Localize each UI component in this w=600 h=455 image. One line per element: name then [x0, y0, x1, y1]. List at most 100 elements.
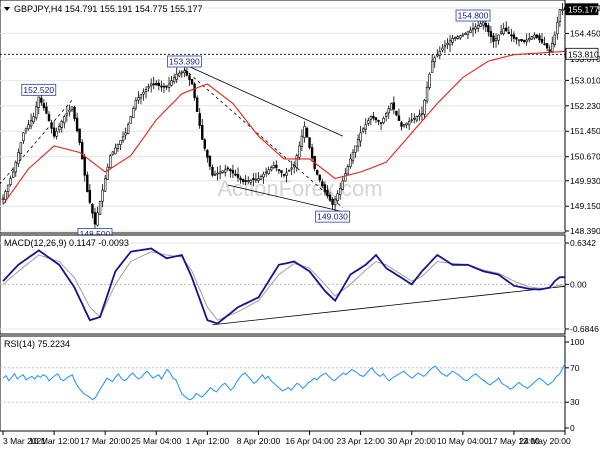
candle-body [155, 82, 158, 86]
time-axis-label: 3 Mar 2021 [3, 436, 46, 446]
candle-body [387, 108, 390, 114]
candle-body [218, 171, 222, 174]
candle-body [300, 135, 304, 147]
candle-body [287, 170, 291, 172]
candle-body [224, 169, 227, 173]
candle-body [60, 121, 63, 128]
candle-body [231, 170, 235, 174]
candle-body [533, 34, 536, 39]
candle-body [70, 106, 74, 111]
candle-body [487, 25, 490, 33]
candle-body [9, 178, 12, 185]
price-annotation-label: 148.500 [80, 229, 111, 239]
candle-body [418, 114, 421, 117]
candle-body [377, 119, 380, 122]
price-axis-label: 148.390 [570, 226, 600, 236]
candle-body [170, 80, 173, 86]
candle-body [423, 99, 426, 115]
candle-body [441, 47, 444, 51]
candle-body [4, 191, 7, 200]
rsi-axis-label: 30 [570, 397, 580, 407]
candle-body [405, 122, 408, 126]
candle-body [367, 120, 370, 124]
candle-body [185, 71, 189, 76]
candle-body [1, 197, 5, 201]
candle-body [318, 174, 321, 181]
candle-body [167, 83, 171, 88]
candle-body [98, 201, 102, 215]
time-axis-label: 10 Mar 12:00 [29, 436, 79, 446]
price-axis-label: 151.450 [570, 126, 600, 136]
candle-body [482, 21, 485, 26]
price-annotation-label: 149.030 [317, 212, 348, 222]
price-axis-label: 153.010 [570, 75, 600, 85]
rsi-axis-label: 70 [570, 363, 580, 373]
candle-body [216, 172, 219, 175]
candle-body [157, 82, 161, 86]
candle-body [430, 60, 434, 73]
time-axis-label: 30 Apr 20:00 [388, 436, 436, 446]
moving-average-path [2, 50, 566, 205]
candle-body [326, 189, 329, 197]
candle-body [124, 132, 127, 136]
candle-body [211, 166, 214, 176]
price-axis: 155.230154.450153.670153.010152.230151.4… [565, 3, 600, 236]
rsi-panel: RSI(14) 75.2234 100 70 30 0 [0, 335, 584, 433]
candle-body [535, 34, 539, 38]
price-annotation-box [166, 55, 202, 68]
candle-body [114, 147, 117, 155]
candle-body [372, 115, 375, 119]
candle-body [499, 31, 503, 34]
candle-body [101, 189, 104, 202]
candle-body [310, 147, 314, 159]
candle-body [323, 184, 327, 192]
candle-body [390, 103, 393, 111]
candle-body [264, 171, 268, 174]
support-line-label-box [565, 47, 599, 60]
candle-body [134, 99, 138, 109]
candle-body [361, 128, 365, 132]
price-axis-label: 152.230 [570, 101, 600, 111]
time-axis-label: 1 Apr 12:00 [186, 436, 230, 446]
candle-body [73, 107, 76, 120]
candle-body [257, 178, 260, 181]
candle-body [17, 152, 20, 164]
candle-body [86, 174, 89, 192]
candle-body [29, 120, 33, 127]
candle-body [410, 119, 413, 122]
candle-body [106, 166, 109, 180]
candle-body [285, 172, 288, 176]
time-axis-label: 25 Mar 04:00 [131, 436, 181, 446]
price-grid [0, 7, 565, 232]
current-price-label: 155.177 [568, 5, 599, 15]
candle-body [193, 83, 196, 99]
candle-body [121, 136, 125, 141]
candle-body [37, 96, 40, 108]
candle-body [178, 72, 181, 77]
macd-axis-label: 0.00 [570, 279, 587, 289]
candle-body [446, 42, 449, 45]
macd-lines [2, 247, 565, 325]
candle-body [400, 122, 403, 127]
candle-body [293, 165, 296, 168]
candle-body [119, 140, 122, 145]
candle-body [27, 124, 30, 129]
candle-body [448, 40, 452, 46]
candle-body [241, 179, 245, 183]
candle-body [198, 113, 201, 126]
candle-body [91, 203, 94, 214]
candle-body [160, 85, 163, 88]
candle-body [512, 34, 516, 39]
candle-body [321, 181, 324, 187]
candle-body [57, 126, 61, 131]
candle-body [428, 73, 431, 88]
price-annotation-box [455, 9, 491, 22]
candle-body [290, 167, 293, 170]
candle-body [103, 178, 107, 192]
candle-body [272, 165, 275, 168]
candle-body [68, 109, 71, 113]
price-panel: ActionForex.com 152.520 148.500 153.390 149… [0, 0, 600, 240]
price-annotation-box [21, 83, 57, 96]
candle-body [221, 170, 224, 173]
